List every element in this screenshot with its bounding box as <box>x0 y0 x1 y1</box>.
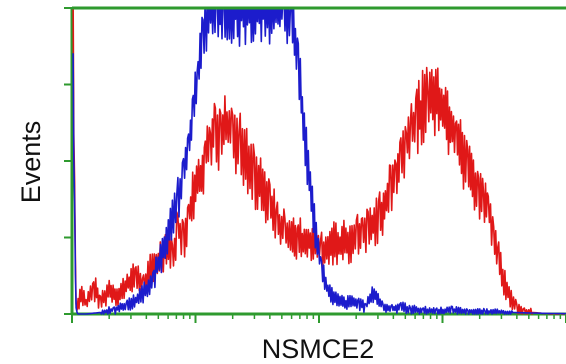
series-layer <box>72 0 566 315</box>
y-axis-label: Events <box>16 121 46 204</box>
x-axis-label: NSMCE2 <box>262 334 375 364</box>
plot-area <box>70 6 566 316</box>
series-line-1 <box>72 0 566 315</box>
series-line-2 <box>72 0 566 315</box>
ticks-layer <box>64 7 566 323</box>
frame-top-mask <box>70 0 566 7</box>
